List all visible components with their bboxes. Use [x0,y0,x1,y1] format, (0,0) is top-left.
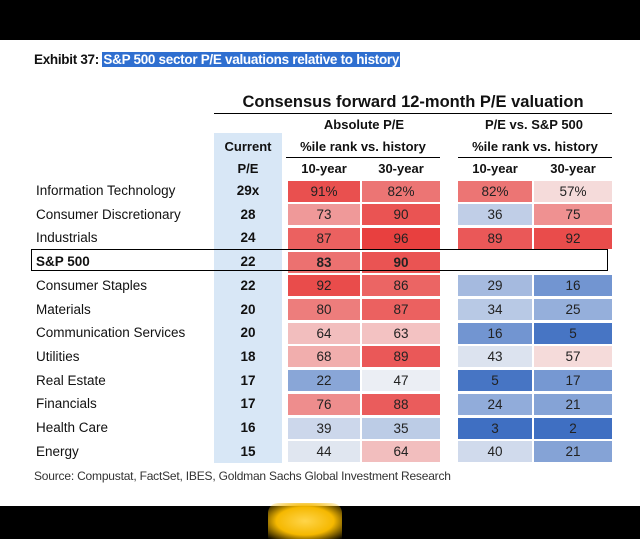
current-pe-sandp-500: 22 [240,254,256,270]
row-label-information-technology: Information Technology [36,183,176,198]
cell-utilities-abs10: 68 [288,346,360,368]
rel-10-year-header: 10-year [472,161,518,176]
exhibit-label: Exhibit 37: [34,52,99,67]
cell-materials-abs30: 87 [362,299,440,320]
cell-real-estate-abs30: 47 [362,370,440,392]
cell-financials-rel10: 24 [458,393,532,415]
current-pe-industrials: 24 [240,230,256,246]
cell-utilities-abs30: 89 [362,346,440,368]
current-pe-financials: 17 [240,396,256,412]
absolute-pe-header: Absolute P/E [323,117,405,132]
cell-health-care-abs10: 39 [288,417,360,439]
current-pe-column-bg [214,133,282,463]
current-pe-information-technology: 29x [236,183,260,198]
current-pe-utilities: 18 [240,348,256,364]
cell-materials-abs10: 80 [288,299,360,320]
current-pe-communication-services: 20 [240,325,256,341]
cell-consumer-staples-abs10: 92 [288,275,360,297]
cell-energy-abs30: 64 [362,441,440,463]
cell-utilities-rel30: 57 [534,346,612,368]
relative-subheader: %ile rank vs. history [458,137,612,158]
cell-communication-services-rel30: 5 [534,322,612,344]
exhibit-heading: Exhibit 37: S&P 500 sector P/E valuation… [34,50,401,70]
cell-information-technology-rel10: 82% [458,180,532,202]
cell-industrials-rel30: 92 [534,227,612,249]
cell-energy-abs10: 44 [288,441,360,463]
abs-30-year-header: 30-year [378,161,424,176]
cell-industrials-abs30: 96 [362,227,440,249]
cell-consumer-discretionary-abs10: 73 [288,204,360,226]
cell-real-estate-abs10: 22 [288,370,360,392]
cell-financials-rel30: 21 [534,393,612,415]
row-label-financials: Financials [36,396,97,412]
rel-30-year-header: 30-year [550,161,596,176]
cell-energy-rel10: 40 [458,441,532,463]
cell-health-care-rel10: 3 [458,417,532,439]
cell-consumer-discretionary-rel30: 75 [534,204,612,226]
current-pe-real-estate: 17 [240,372,256,388]
cell-industrials-rel10: 89 [458,227,532,249]
relative-pe-header: P/E vs. S&P 500 [484,117,584,132]
row-label-consumer-staples: Consumer Staples [36,277,148,293]
row-label-utilities: Utilities [36,348,80,364]
source-note: Source: Compustat, FactSet, IBES, Goldma… [34,469,451,483]
cell-consumer-discretionary-abs30: 90 [362,204,440,226]
light-glare [268,503,342,539]
pe-header: P/E [237,161,259,176]
exhibit-card: Exhibit 37: S&P 500 sector P/E valuation… [0,40,640,506]
row-label-industrials: Industrials [36,230,98,246]
cell-energy-rel30: 21 [534,441,612,463]
row-label-real-estate: Real Estate [36,372,106,388]
cell-information-technology-abs30: 82% [362,180,440,202]
cell-sandp-500-abs10: 83 [288,251,360,273]
row-label-sandp-500: S&P 500 [36,254,90,270]
cell-industrials-abs10: 87 [288,227,360,249]
cell-consumer-staples-abs30: 86 [362,275,440,297]
cell-information-technology-rel30: 57% [534,180,612,202]
sp500-highlight-box [31,249,608,271]
cell-consumer-staples-rel30: 16 [534,275,612,297]
row-label-consumer-discretionary: Consumer Discretionary [36,206,181,222]
cell-materials-rel10: 34 [458,299,532,320]
cell-communication-services-rel10: 16 [458,322,532,344]
cell-health-care-rel30: 2 [534,417,612,439]
cell-consumer-staples-rel10: 29 [458,275,532,297]
current-pe-health-care: 16 [240,420,256,435]
abs-10-year-header: 10-year [301,161,347,176]
row-label-materials: Materials [36,301,91,317]
row-label-communication-services: Communication Services [36,325,186,341]
absolute-subheader: %ile rank vs. history [286,137,440,158]
current-pe-consumer-discretionary: 28 [240,206,256,222]
cell-utilities-rel10: 43 [458,346,532,368]
current-pe-materials: 20 [240,301,256,317]
current-header: Current [224,139,272,154]
cell-health-care-abs30: 35 [362,417,440,439]
cell-financials-abs30: 88 [362,393,440,415]
cell-real-estate-rel10: 5 [458,370,532,392]
cell-communication-services-abs30: 63 [362,322,440,344]
row-label-health-care: Health Care [36,420,109,435]
exhibit-title[interactable]: S&P 500 sector P/E valuations relative t… [102,52,401,67]
current-pe-energy: 15 [240,443,256,459]
current-pe-consumer-staples: 22 [240,277,256,293]
cell-financials-abs10: 76 [288,393,360,415]
cell-real-estate-rel30: 17 [534,370,612,392]
cell-materials-rel30: 25 [534,299,612,320]
cell-information-technology-abs10: 91% [288,180,360,202]
cell-sandp-500-abs30: 90 [362,251,440,273]
row-label-energy: Energy [36,443,79,459]
cell-communication-services-abs10: 64 [288,322,360,344]
cell-consumer-discretionary-rel10: 36 [458,204,532,226]
table-title: Consensus forward 12-month P/E valuation [214,91,612,114]
